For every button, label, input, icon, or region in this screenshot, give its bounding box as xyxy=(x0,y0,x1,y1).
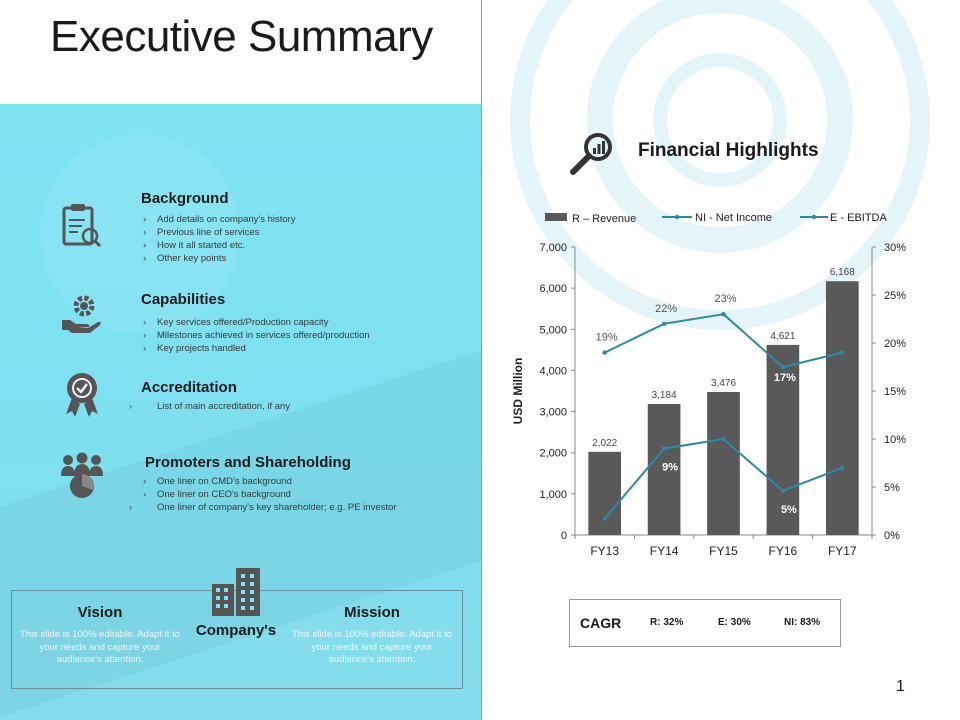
net-income-point xyxy=(780,488,786,494)
bullet-item: One liner of company's key shareholder; … xyxy=(143,501,413,514)
building-icon xyxy=(212,568,260,616)
revenue-bar xyxy=(707,391,740,535)
ebitda-point xyxy=(840,350,845,355)
section-title-accreditation: Accreditation xyxy=(141,379,237,396)
x-tick-label: FY15 xyxy=(709,544,738,558)
revenue-bar-label: 6,168 xyxy=(830,267,855,278)
vision-title: Vision xyxy=(77,604,123,621)
company-label: Company's xyxy=(195,622,277,639)
accreditation-bullets: List of main accreditation, if any xyxy=(143,400,303,413)
revenue-bar xyxy=(647,404,681,535)
revenue-bar-label: 3,476 xyxy=(711,378,736,389)
bullet-item: List of main accreditation, if any xyxy=(143,400,303,413)
background-bullets: Add details on company's history Previou… xyxy=(143,213,296,265)
financial-chart: 0 1,000 2,000 3,000 4,000 5,000 6,000 7,000 0% 5%… xyxy=(510,0,930,558)
net-income-point-label: 5% xyxy=(781,504,797,516)
x-tick-label: FY17 xyxy=(828,544,857,558)
x-tick-label: FY16 xyxy=(769,544,798,558)
ebitda-point xyxy=(780,364,786,370)
revenue-bar xyxy=(825,281,859,535)
bullet-item: Other key points xyxy=(143,252,296,265)
cagr-label: CAGR xyxy=(580,615,622,631)
vertical-divider xyxy=(481,0,482,720)
legend-revenue-label: R – Revenue xyxy=(572,213,636,225)
gear-hand-icon xyxy=(62,295,101,333)
ebitda-point xyxy=(721,312,726,317)
y-tick-label: 6,000 xyxy=(539,283,567,295)
bullet-item: Key projects handled xyxy=(143,342,370,355)
y-tick-label: 7,000 xyxy=(539,242,567,254)
bullet-item: Milestones achieved in services offered/… xyxy=(143,329,370,342)
revenue-bar-label: 4,621 xyxy=(770,331,795,342)
cagr-box: CAGR R: 32% E: 30% NI: 83% xyxy=(569,599,841,647)
clipboard-icon xyxy=(62,204,102,248)
section-title-capabilities: Capabilities xyxy=(141,291,226,308)
net-income-point xyxy=(840,465,845,470)
y-tick-label: 2,000 xyxy=(539,448,567,460)
y-axis-title: USD Million xyxy=(511,358,525,425)
page-title: Executive Summary xyxy=(50,12,433,61)
y2-tick-label: 30% xyxy=(884,242,906,254)
net-income-point xyxy=(661,446,667,451)
revenue-bar-label: 2,022 xyxy=(592,438,617,449)
y-tick-label: 5,000 xyxy=(539,324,567,336)
y2-tick-label: 10% xyxy=(884,434,906,446)
y-tick-label: 4,000 xyxy=(539,365,567,377)
revenue-bar xyxy=(766,344,800,535)
bullet-item: How it all started etc. xyxy=(143,239,296,252)
legend-ebitda-label: E - EBITDA xyxy=(830,212,888,224)
cagr-net-income: NI: 83% xyxy=(784,617,821,628)
y-tick-label: 1,000 xyxy=(539,489,567,501)
y-tick-label: 0 xyxy=(561,530,567,542)
y2-tick-label: 20% xyxy=(884,338,906,350)
ebitda-point xyxy=(661,321,667,326)
y2-tick-label: 0% xyxy=(884,530,900,542)
award-badge-icon xyxy=(66,373,98,417)
legend-revenue-swatch xyxy=(545,213,567,221)
section-title-background: Background xyxy=(141,190,229,207)
magnifier-chart-icon xyxy=(570,133,612,175)
bullet-item: Previous line of services xyxy=(143,226,296,239)
legend-net-income-marker xyxy=(674,214,680,220)
mission-title: Mission xyxy=(344,604,400,621)
people-group-icon xyxy=(61,452,103,498)
cagr-ebitda: E: 30% xyxy=(718,617,751,628)
financial-highlights-title: Financial Highlights xyxy=(638,140,819,161)
x-tick-label: FY14 xyxy=(650,544,679,558)
vision-text: This slide is 100% editable. Adapt it to… xyxy=(19,629,180,665)
revenue-bar-label: 3,184 xyxy=(652,390,677,401)
net-income-point xyxy=(602,516,607,521)
legend-ebitda-marker xyxy=(811,214,817,220)
net-income-point-label: 9% xyxy=(662,462,678,474)
promoters-bullets: One liner on CMD's background One liner … xyxy=(143,475,413,514)
capabilities-bullets: Key services offered/Production capacity… xyxy=(143,316,370,355)
bullet-item: Add details on company's history xyxy=(143,213,296,226)
decorative-arcs xyxy=(510,0,930,330)
bullet-item: One liner on CMD's background xyxy=(143,475,413,488)
ebitda-point-label: 17% xyxy=(774,372,796,384)
y2-tick-label: 5% xyxy=(884,482,900,494)
legend-net-income-label: NI - Net Income xyxy=(695,212,772,224)
section-title-promoters: Promoters and Shareholding xyxy=(145,454,351,471)
cagr-revenue: R: 32% xyxy=(650,617,684,628)
bullet-item: Key services offered/Production capacity xyxy=(143,316,370,329)
y2-tick-label: 25% xyxy=(884,290,906,302)
mission-text: This slide is 100% editable. Adapt it to… xyxy=(291,629,452,665)
ebitda-point-label: 23% xyxy=(714,293,736,305)
revenue-bar xyxy=(588,451,622,535)
y2-tick-label: 15% xyxy=(884,386,906,398)
ebitda-point-label: 19% xyxy=(596,332,618,344)
page-number: 1 xyxy=(896,678,905,695)
ebitda-point xyxy=(602,350,607,355)
y-tick-label: 3,000 xyxy=(539,407,567,419)
bullet-item: One liner on CEO's background xyxy=(143,488,413,501)
x-tick-label: FY13 xyxy=(590,544,619,558)
net-income-point xyxy=(721,436,726,442)
ebitda-point-label: 22% xyxy=(655,303,677,315)
